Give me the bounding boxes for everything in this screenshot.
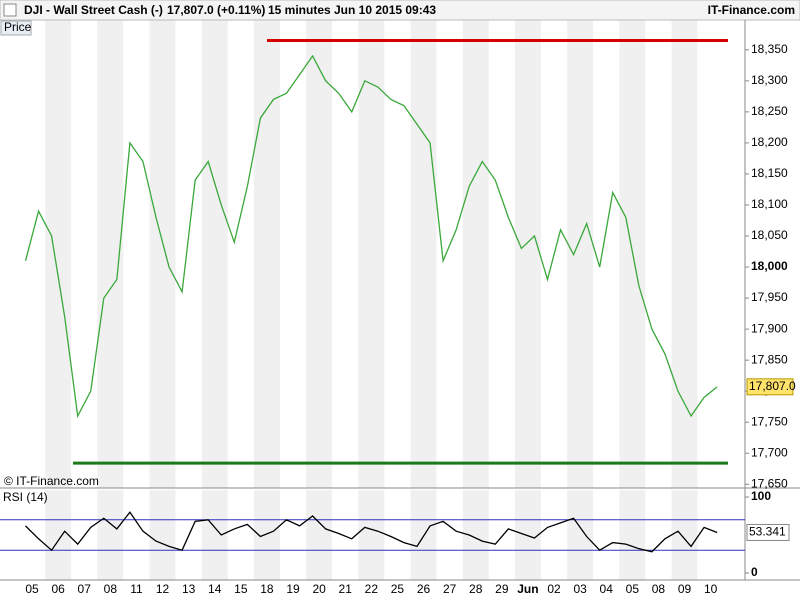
y-tick-label: 0 <box>751 565 758 579</box>
y-tick-label: 17,650 <box>751 476 788 490</box>
copyright: © IT-Finance.com <box>4 474 99 488</box>
menu-icon[interactable] <box>3 3 17 17</box>
day-band <box>671 20 698 488</box>
day-band <box>45 20 72 488</box>
day-band <box>149 20 176 488</box>
day-band <box>97 490 124 580</box>
day-band <box>619 490 646 580</box>
interval: 15 minutes <box>268 3 331 17</box>
x-tick-label: Jun <box>517 582 538 596</box>
y-tick-label: 18,350 <box>751 42 788 56</box>
x-tick-label: 02 <box>547 582 561 596</box>
x-tick-label: 09 <box>678 582 692 596</box>
x-tick-label: 19 <box>286 582 300 596</box>
x-tick-label: 03 <box>573 582 587 596</box>
x-tick-label: 14 <box>208 582 222 596</box>
day-band <box>671 490 698 580</box>
last-value-label: 17,807.0 <box>749 379 796 393</box>
x-tick-label: 10 <box>704 582 718 596</box>
x-tick-label: 18 <box>260 582 274 596</box>
y-tick-label: 18,250 <box>751 104 788 118</box>
quote: 17,807.0 (+0.11%) <box>167 3 265 17</box>
symbol: DJI - Wall Street Cash (-) <box>24 3 163 17</box>
y-tick-label: 17,950 <box>751 290 788 304</box>
brand: IT-Finance.com <box>708 3 795 17</box>
last-value-tag <box>746 378 794 396</box>
x-tick-label: 28 <box>469 582 483 596</box>
header-bar <box>0 0 800 21</box>
x-tick-label: 08 <box>652 582 666 596</box>
day-band <box>358 490 385 580</box>
panel-tab <box>0 20 32 36</box>
last-value-tag <box>746 523 790 541</box>
y-tick-label: 17,750 <box>751 414 788 428</box>
day-band <box>201 490 228 580</box>
y-tick-label: 100 <box>751 489 771 503</box>
day-band <box>567 20 594 488</box>
x-tick-label: 05 <box>626 582 640 596</box>
x-tick-label: 08 <box>104 582 118 596</box>
day-band <box>462 490 489 580</box>
y-tick-label: 18,300 <box>751 73 788 87</box>
series-line <box>25 511 718 553</box>
day-band <box>201 20 228 488</box>
x-tick-label: 05 <box>25 582 39 596</box>
day-band <box>306 490 333 580</box>
x-tick-label: 04 <box>600 582 614 596</box>
y-tick-label: 18,000 <box>751 259 788 273</box>
day-band <box>45 490 72 580</box>
last-value-label: 53.341 <box>749 525 786 539</box>
y-tick-label: 18,200 <box>751 135 788 149</box>
day-band <box>149 490 176 580</box>
x-tick-label: 20 <box>312 582 326 596</box>
day-band <box>514 490 541 580</box>
timestamp: Jun 10 2015 09:43 <box>334 3 436 17</box>
panel-label: Price <box>4 20 32 34</box>
y-tick-label: 17,900 <box>751 321 788 335</box>
series-line <box>24 54 718 419</box>
day-band <box>410 20 437 488</box>
x-tick-label: 15 <box>234 582 248 596</box>
y-tick-label: 18,100 <box>751 197 788 211</box>
x-tick-label: 27 <box>443 582 457 596</box>
x-tick-label: 25 <box>391 582 405 596</box>
day-band <box>514 20 541 488</box>
rsi-title: RSI (14) <box>3 490 48 504</box>
x-tick-label: 21 <box>339 582 353 596</box>
x-tick-label: 06 <box>51 582 65 596</box>
y-tick-label: 17,850 <box>751 352 788 366</box>
x-tick-label: 11 <box>130 582 143 596</box>
day-band <box>306 20 333 488</box>
x-tick-label: 13 <box>182 582 196 596</box>
x-tick-label: 07 <box>78 582 92 596</box>
day-band <box>253 20 280 488</box>
y-tick-label: 18,050 <box>751 228 788 242</box>
y-tick-label: 17,700 <box>751 445 788 459</box>
day-band <box>567 490 594 580</box>
x-tick-label: 29 <box>495 582 509 596</box>
y-tick-label: 18,150 <box>751 166 788 180</box>
x-tick-label: 26 <box>417 582 431 596</box>
day-band <box>358 20 385 488</box>
x-tick-label: 22 <box>365 582 379 596</box>
x-tick-label: 12 <box>156 582 170 596</box>
day-band <box>462 20 489 488</box>
day-bands <box>45 20 698 580</box>
